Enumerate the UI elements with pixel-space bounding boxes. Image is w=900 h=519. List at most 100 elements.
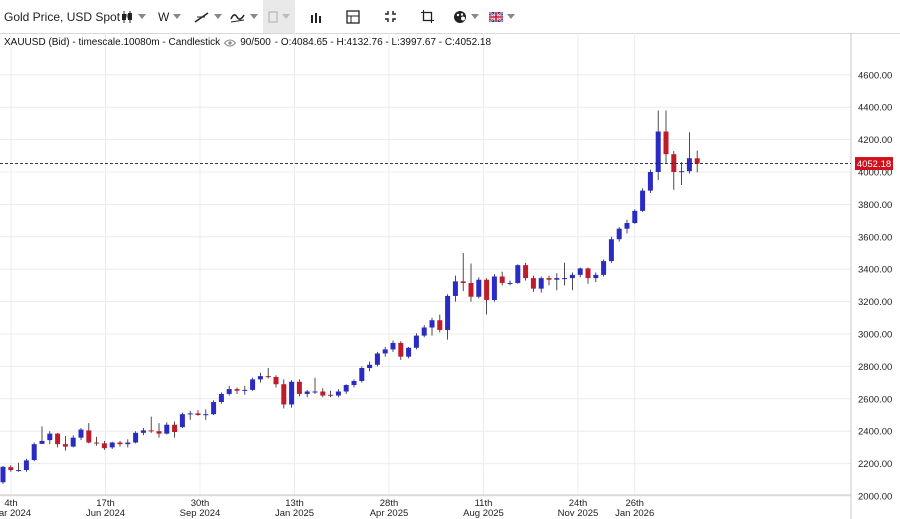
candle-down: [546, 278, 552, 280]
drawing-tools-button[interactable]: [194, 0, 222, 33]
candle-up: [476, 279, 482, 297]
candle-up: [554, 278, 560, 280]
candle-down: [234, 389, 240, 391]
x-tick-day: 4th: [4, 498, 17, 509]
legend-ohlc: - O:4084.65 - H:4132.76 - L:3997.67 - C:…: [274, 37, 492, 48]
candle-up: [608, 239, 614, 262]
y-tick-label: 3000.00: [858, 330, 892, 341]
candlestick-icon: [120, 10, 134, 24]
indicator-icon: [230, 10, 246, 24]
candle-down: [398, 342, 404, 357]
x-tick-month: Jun 2024: [86, 508, 125, 519]
y-tick-label: 2600.00: [858, 394, 892, 405]
y-tick-label: 3200.00: [858, 297, 892, 308]
candle-down: [117, 442, 123, 445]
interval-selector[interactable]: W: [158, 0, 182, 33]
candle-up: [39, 440, 45, 444]
uk-flag-icon: [489, 11, 503, 22]
price-axis: 4600.00 4400.00 4200.00 4000.00 3800.00 3600.…: [850, 33, 892, 519]
y-tick-label: 4000.00: [858, 168, 892, 179]
candle-up: [179, 414, 185, 428]
candle-up: [655, 131, 661, 172]
candle-up: [390, 342, 396, 350]
candle-up: [569, 274, 575, 279]
candle-up: [367, 364, 373, 369]
x-tick-day: 26th: [625, 498, 644, 509]
candle-down: [101, 443, 107, 449]
candle-up: [31, 444, 37, 461]
candle-down: [195, 413, 201, 415]
symbol-label: Gold Price, USD Spot: [4, 9, 121, 24]
candle-up: [647, 172, 653, 191]
candle-up: [218, 393, 224, 403]
candle-up: [140, 430, 146, 433]
chevron-down-icon: [173, 14, 182, 19]
candle-up: [164, 424, 170, 434]
candle-up: [211, 402, 217, 415]
candle-down: [437, 320, 443, 330]
layout-button[interactable]: [346, 0, 360, 33]
eye-icon[interactable]: [224, 39, 237, 47]
candle-up: [16, 470, 22, 472]
candle-up: [374, 353, 380, 365]
x-tick-day: 13th: [285, 498, 304, 509]
candle-up: [406, 347, 412, 357]
fullscreen-button[interactable]: [384, 0, 397, 33]
candle-up: [289, 381, 295, 405]
candle-down: [328, 394, 334, 396]
x-tick-day: 28th: [380, 498, 399, 509]
fullscreen-icon: [384, 10, 397, 23]
x-tick-month: Jan 2025: [275, 508, 314, 519]
candle-up: [491, 276, 497, 300]
candle-down: [148, 430, 154, 432]
candle-down: [523, 265, 529, 279]
candle-up: [515, 265, 521, 283]
candle-down: [62, 444, 68, 447]
candle-down: [663, 131, 669, 155]
chart-type-selector[interactable]: [120, 0, 146, 33]
chart-legend: XAUUSD (Bid) - timescale.10080m - Candle…: [4, 37, 491, 48]
y-tick-label: 3600.00: [858, 232, 892, 243]
candle-up: [577, 268, 583, 275]
x-tick-day: 11th: [475, 498, 493, 509]
x-tick-month: Jan 2026: [615, 508, 654, 519]
price-chart[interactable]: 4600.00 4400.00 4200.00 4000.00 3800.00 3600.…: [0, 33, 900, 519]
symbol-selector[interactable]: Gold Price, USD Spot: [4, 0, 133, 33]
chart-toolbar: Gold Price, USD Spot W: [0, 0, 900, 34]
y-tick-label: 2400.00: [858, 427, 892, 438]
y-tick-label: 3800.00: [858, 200, 892, 211]
x-tick-month: Sep 2024: [180, 508, 221, 519]
candle-up: [187, 413, 193, 415]
volume-bars-button[interactable]: [310, 0, 324, 33]
indicators-button[interactable]: [230, 0, 258, 33]
x-tick-month: Aug 2025: [463, 508, 504, 519]
candle-up: [538, 278, 544, 289]
candle-up: [133, 432, 139, 443]
theme-palette-icon: [453, 10, 467, 24]
candle-up: [23, 460, 29, 471]
template-button[interactable]: [263, 0, 295, 33]
chevron-down-icon: [507, 14, 515, 19]
candle-up: [507, 282, 513, 284]
y-tick-label: 2000.00: [858, 492, 892, 503]
language-selector[interactable]: [489, 0, 515, 33]
candle-up: [601, 261, 607, 275]
candle-up: [616, 228, 622, 240]
crop-button[interactable]: [421, 0, 434, 33]
candle-up: [593, 274, 599, 279]
candle-up: [335, 391, 341, 396]
last-price-label: 4052.18: [857, 159, 891, 170]
candle-up: [242, 389, 248, 391]
candle-up: [452, 281, 458, 296]
candle-up: [70, 437, 76, 447]
candle-up: [445, 295, 451, 330]
candle-down: [671, 154, 677, 172]
candle-up: [0, 466, 6, 483]
candle-up: [429, 320, 435, 328]
chevron-down-icon: [138, 14, 146, 19]
candle-up: [351, 380, 357, 386]
y-tick-label: 4600.00: [858, 70, 892, 81]
candle-down: [296, 381, 302, 394]
candle-down: [273, 376, 279, 385]
theme-button[interactable]: [453, 0, 479, 33]
